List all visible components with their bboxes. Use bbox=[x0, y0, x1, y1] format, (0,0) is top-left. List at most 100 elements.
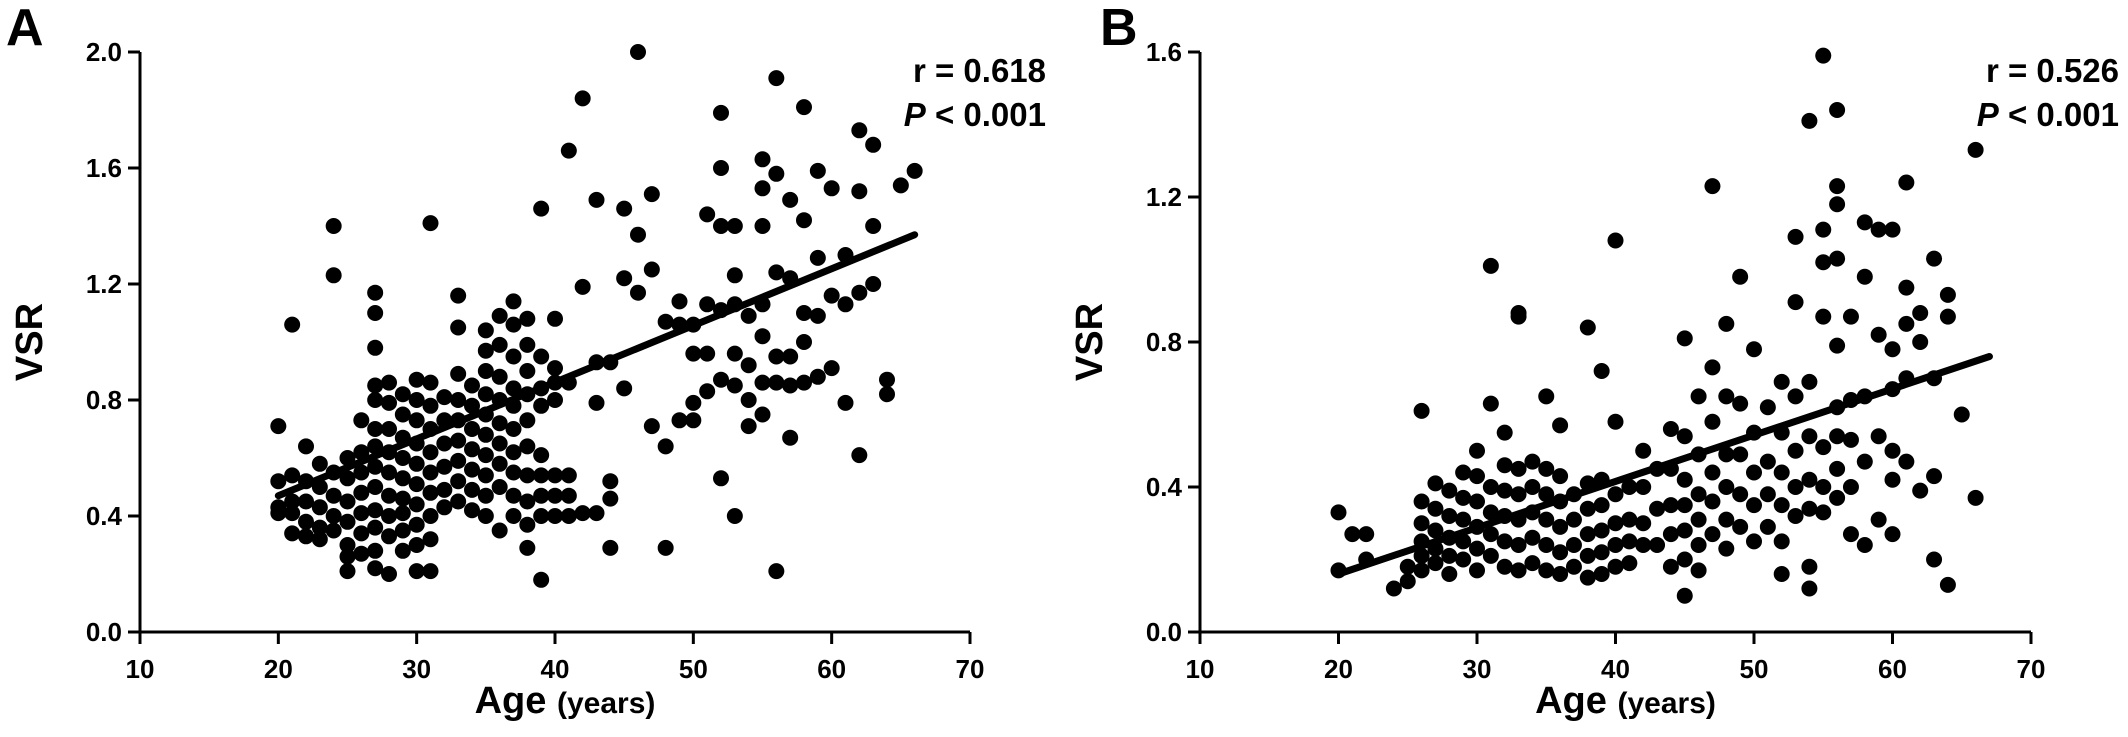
chart-a-data-point bbox=[381, 394, 397, 411]
chart-b-data-point bbox=[1593, 497, 1610, 514]
chart-b-data-point bbox=[1718, 388, 1735, 405]
chart-a-data-point bbox=[367, 458, 384, 475]
chart-b-data-point bbox=[1552, 566, 1569, 582]
chart-a-data-point bbox=[809, 368, 826, 385]
chart-b-data-point bbox=[1635, 537, 1652, 553]
chart-b-data-point bbox=[1413, 515, 1430, 532]
chart-a-data-point bbox=[809, 307, 826, 324]
chart-b-data-point bbox=[1676, 522, 1693, 539]
chart-a-data-point bbox=[367, 377, 384, 394]
chart-a-data-point bbox=[353, 412, 370, 429]
chart-a-data-point bbox=[367, 479, 384, 495]
chart-b-data-point bbox=[1829, 196, 1846, 213]
chart-b-data-point bbox=[1579, 526, 1596, 543]
chart-b-data-point bbox=[1482, 395, 1499, 412]
chart-b-data-point bbox=[1884, 341, 1901, 358]
chart-b-data-point bbox=[1579, 500, 1596, 517]
chart-b-data-point bbox=[1967, 489, 1984, 506]
chart-b-data-point bbox=[1939, 308, 1956, 325]
chart-a-data-point bbox=[450, 493, 467, 510]
chart-a-data-point bbox=[630, 284, 646, 301]
chart-b-data-point bbox=[1621, 479, 1638, 495]
chart-a-data-point bbox=[450, 365, 467, 382]
chart-a-data-point bbox=[298, 493, 314, 510]
chart-a-data-point bbox=[408, 455, 425, 472]
chart-b-data-point bbox=[1690, 486, 1707, 503]
chart-a-x-axis-title-unit: (years) bbox=[557, 687, 655, 720]
chart-a-data-point bbox=[422, 464, 439, 481]
chart-a-data-point bbox=[643, 418, 660, 435]
chart-b-data-point bbox=[1385, 580, 1402, 597]
chart-a-data-point bbox=[616, 200, 633, 217]
chart-a-data-point bbox=[394, 450, 411, 466]
chart-a-data-point bbox=[422, 531, 439, 548]
chart-a-data-point bbox=[325, 218, 342, 234]
chart-b-data-point bbox=[1939, 286, 1956, 303]
chart-a-data-point bbox=[464, 502, 480, 519]
chart-b-data-point bbox=[1898, 174, 1915, 191]
chart-b-data-point bbox=[1842, 431, 1859, 448]
chart-a-data-point bbox=[436, 435, 453, 452]
chart-a-data-point bbox=[450, 473, 467, 490]
chart-a-x-tick-label: 20 bbox=[264, 654, 293, 684]
chart-a-data-point bbox=[381, 528, 397, 545]
chart-a-regression-line bbox=[274, 231, 919, 500]
chart-a-data-point bbox=[533, 348, 550, 365]
chart-a-data-point bbox=[367, 392, 384, 408]
chart-a-data-point bbox=[353, 545, 370, 562]
chart-a-data-point bbox=[519, 493, 536, 510]
chart-b-data-point bbox=[1413, 547, 1430, 564]
chart-b-data-point bbox=[1469, 562, 1485, 579]
chart-a-data-point bbox=[477, 467, 494, 484]
chart-a-data-point bbox=[367, 438, 384, 455]
chart-a-data-point bbox=[574, 90, 591, 107]
chart-b-data-point bbox=[1538, 562, 1555, 579]
chart-b-data-point bbox=[1676, 551, 1693, 568]
chart-a-data-point bbox=[754, 406, 771, 423]
chart-a-data-point bbox=[270, 505, 287, 522]
chart-a-data-point bbox=[879, 371, 895, 388]
chart-a-data-point bbox=[353, 505, 370, 522]
chart-a-data-point bbox=[408, 516, 425, 533]
chart-b-data-point bbox=[1482, 479, 1499, 495]
chart-a-data-point bbox=[422, 397, 439, 414]
chart-a-data-point bbox=[367, 560, 384, 577]
chart-a-data-point bbox=[311, 455, 328, 472]
chart-a-data-point bbox=[394, 386, 411, 403]
chart-a-data-point bbox=[754, 151, 771, 168]
chart-b-data-point bbox=[1635, 442, 1652, 459]
chart-a-data-point bbox=[367, 305, 384, 321]
chart-a-data-point bbox=[381, 421, 397, 437]
chart-b-data-point bbox=[1496, 533, 1513, 550]
chart-b-x-tick-label: 50 bbox=[1740, 654, 1769, 684]
chart-b-data-point bbox=[1593, 566, 1610, 582]
chart-b-data-point bbox=[1649, 500, 1666, 517]
chart-a-data-point bbox=[768, 264, 785, 281]
chart-b-data-point bbox=[1690, 562, 1707, 579]
chart-b-data-point bbox=[1801, 471, 1818, 488]
chart-b-data-point bbox=[1690, 388, 1707, 405]
chart-b-data-point bbox=[1759, 486, 1776, 503]
chart-b-data-point bbox=[1607, 515, 1624, 532]
chart-b-data-point bbox=[1662, 526, 1679, 543]
chart-b-y-tick-label: 0.0 bbox=[1146, 617, 1182, 647]
chart-b-data-point bbox=[1469, 540, 1485, 557]
chart-a-data-point bbox=[339, 513, 356, 530]
chart-a-data-point bbox=[533, 508, 550, 524]
chart-a-y-tick-label: 1.6 bbox=[86, 153, 122, 183]
chart-a-data-point bbox=[325, 267, 342, 284]
chart-b-data-point bbox=[1510, 562, 1527, 579]
chart-b-x-tick-label: 70 bbox=[2017, 654, 2046, 684]
chart-a-data-point bbox=[588, 394, 605, 411]
chart-b-data-point bbox=[1358, 526, 1375, 543]
chart-a-data-point bbox=[367, 421, 384, 437]
chart-a-data-point bbox=[823, 180, 840, 197]
chart-a-data-point bbox=[547, 508, 563, 524]
chart-a-data-point bbox=[823, 360, 840, 377]
p-value-a: P < 0.001 bbox=[904, 96, 1046, 133]
chart-a-data-point bbox=[505, 487, 522, 504]
chart-b-data-point bbox=[1912, 305, 1929, 321]
chart-b-data-point bbox=[1773, 464, 1790, 481]
chart-a-data-point bbox=[477, 447, 494, 464]
chart-b-data-point bbox=[1815, 504, 1832, 521]
